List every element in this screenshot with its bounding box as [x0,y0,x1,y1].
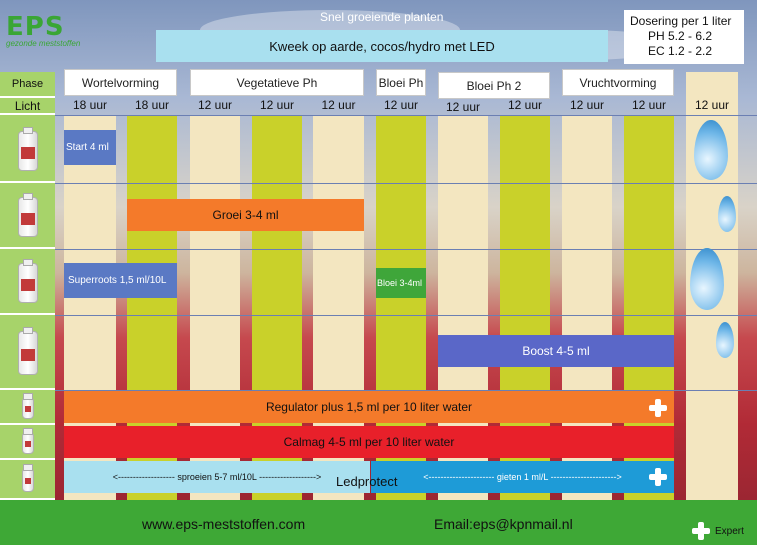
bar-regulator: Regulator plus 1,5 ml per 10 liter water [64,391,674,423]
bar-groei: Groei 3-4 ml [127,199,364,231]
phase-header-vegetatief: Vegetatieve Ph [190,69,364,96]
phase-header-wortelvorming: Wortelvorming [64,69,177,96]
eps-logo: EPS gezonde meststoffen [6,12,126,56]
bar-sproeien: <------------------- sproeien 5-7 ml/10L… [64,461,370,493]
light-hours: 12 uur [445,100,481,114]
footer-email[interactable]: Email:eps@kpnmail.nl [434,516,573,532]
bar-boost-label: Boost 4-5 ml [522,344,590,358]
bottle-icon [21,468,34,492]
bar-sproeien-label: <------------------- sproeien 5-7 ml/10L… [112,472,322,482]
bar-gieten-label: <---------------------- gieten 1 ml/L --… [423,472,622,482]
plus-icon[interactable] [649,399,667,417]
bar-boost: Boost 4-5 ml [438,335,674,367]
footer-expert[interactable]: Expert [715,526,744,537]
bottle-icon [17,331,38,375]
water-drop-icon [694,120,728,180]
light-hours: 12 uur [631,98,667,112]
bottle-icon [17,263,38,303]
subtitle: Snel groeiende planten [320,10,444,24]
phase-header-bloei-2: Bloei Ph 2 [438,72,550,99]
banner: Kweek op aarde, cocos/hydro met LED [156,30,608,62]
footer: www.eps-meststoffen.com Email:eps@kpnmai… [0,500,757,545]
bottle-icon [21,432,34,454]
phase-header-vruchtvorming: Vruchtvorming [562,69,674,96]
bar-superroots-label: Superroots 1,5 ml/10L [68,275,167,286]
bar-calmag: Calmag 4-5 ml per 10 liter water [64,426,674,458]
plus-icon[interactable] [649,468,667,486]
light-hours: 12 uur [259,98,295,112]
bar-gieten: <---------------------- gieten 1 ml/L --… [371,461,674,493]
light-hours: 12 uur [197,98,233,112]
bar-regulator-label: Regulator plus 1,5 ml per 10 liter water [265,400,473,414]
product-start-cell [0,115,55,183]
light-hours: 18 uur [134,98,170,112]
bar-bloei: Bloei 3-4ml [376,268,426,298]
water-drop-icon [716,322,734,358]
dosage-ph: PH 5.2 - 6.2 [648,29,713,43]
light-label: Licht [14,98,41,113]
bottle-icon [21,397,34,419]
bar-superroots: Superroots 1,5 ml/10L [64,263,177,298]
light-hours: 18 uur [72,98,108,112]
bar-bloei-label: Bloei 3-4ml [377,278,423,288]
expert-plus-icon[interactable] [692,522,710,540]
bar-start-label: Start 4 ml [66,142,109,153]
product-ledprotect-cell [0,460,55,500]
grid-line [0,249,757,250]
water-drop-icon [718,196,736,232]
bottle-icon [17,197,38,237]
light-label-cell: Licht [0,98,55,115]
footer-website[interactable]: www.eps-meststoffen.com [142,516,306,532]
logo-text: EPS [6,12,65,42]
grid-line [0,315,757,316]
product-groei-cell [0,183,55,249]
dosage-ec: EC 1.2 - 2.2 [648,44,713,58]
light-hours: 12 uur [569,98,605,112]
grid-line [0,183,757,184]
phase-header-bloei: Bloei Ph [376,69,426,96]
product-superroots-cell [0,249,55,315]
phase-label: Phase [11,78,44,90]
product-calmag-cell [0,425,55,460]
product-regulator-cell [0,390,55,425]
water-drop-icon [690,248,724,310]
light-hours: 12 uur [321,98,356,112]
logo-tagline: gezonde meststoffen [6,39,81,48]
grid-line [0,390,757,391]
dosage-box: Dosering per 1 liter PH 5.2 - 6.2 EC 1.2… [624,10,744,64]
ledprotect-label: Ledprotect [336,474,398,489]
light-hours: 12 uur [507,98,543,112]
bar-groei-label: Groei 3-4 ml [212,208,279,222]
light-hours: 12 uur [694,98,730,112]
bottle-icon [17,131,38,171]
bar-calmag-label: Calmag 4-5 ml per 10 liter water [283,435,455,449]
light-hours: 12 uur [383,98,419,112]
bar-start: Start 4 ml [64,130,116,165]
product-boost-cell [0,315,55,390]
phase-label-cell: Phase [0,72,55,98]
grid-line [0,115,757,116]
dosage-title: Dosering per 1 liter [630,14,732,28]
